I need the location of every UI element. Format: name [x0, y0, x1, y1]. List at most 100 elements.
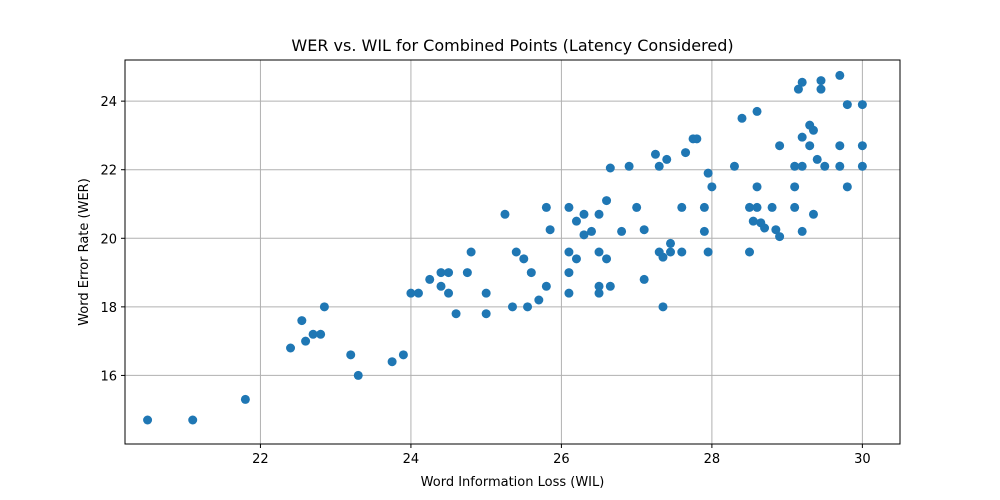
data-point	[143, 415, 153, 425]
data-point	[466, 247, 476, 257]
data-points	[143, 70, 867, 425]
data-point	[790, 202, 800, 212]
data-point	[571, 216, 581, 226]
data-point	[451, 309, 461, 319]
x-tick-label: 26	[553, 452, 570, 467]
data-point	[545, 225, 555, 235]
data-point	[835, 70, 845, 80]
y-tick-label: 16	[100, 369, 117, 384]
data-point	[666, 247, 676, 257]
data-point	[523, 302, 533, 312]
x-tick-label: 22	[252, 452, 269, 467]
data-point	[316, 329, 326, 339]
data-point	[797, 161, 807, 171]
data-point	[812, 154, 822, 164]
data-point	[842, 100, 852, 110]
data-point	[605, 163, 615, 173]
axis-ticks: 22 24 26 28 30 16 18 20 22 24	[100, 95, 870, 467]
data-point	[745, 247, 755, 257]
y-tick-label: 24	[100, 95, 117, 110]
data-point	[737, 113, 747, 123]
data-point	[775, 141, 785, 151]
data-point	[594, 281, 604, 291]
data-point	[564, 268, 574, 278]
data-point	[775, 232, 785, 242]
y-tick-label: 20	[100, 232, 117, 247]
x-tick-label: 30	[854, 452, 871, 467]
data-point	[797, 132, 807, 142]
data-point	[594, 288, 604, 298]
data-point	[500, 209, 510, 219]
data-point	[666, 238, 676, 248]
data-point	[677, 247, 687, 257]
data-point	[481, 309, 491, 319]
data-point	[752, 106, 762, 116]
data-point	[658, 252, 668, 262]
data-point	[541, 281, 551, 291]
data-point	[654, 161, 664, 171]
data-point	[398, 350, 408, 360]
data-point	[297, 316, 307, 326]
data-point	[511, 247, 521, 257]
data-point	[752, 182, 762, 192]
data-point	[587, 226, 597, 236]
data-point	[692, 134, 702, 144]
data-point	[790, 161, 800, 171]
data-point	[816, 84, 826, 94]
x-tick-label: 24	[403, 452, 420, 467]
data-point	[820, 161, 830, 171]
data-point	[605, 281, 615, 291]
x-axis-label: Word Information Loss (WIL)	[421, 475, 605, 490]
y-tick-label: 18	[100, 301, 117, 316]
data-point	[534, 295, 544, 305]
data-point	[752, 202, 762, 212]
data-point	[771, 225, 781, 235]
data-point	[353, 370, 363, 380]
data-point	[748, 216, 758, 226]
data-point	[579, 230, 589, 240]
data-point	[286, 343, 296, 353]
data-point	[816, 76, 826, 86]
data-point	[308, 329, 318, 339]
data-point	[541, 202, 551, 212]
data-point	[857, 161, 867, 171]
data-point	[579, 209, 589, 219]
data-point	[564, 202, 574, 212]
data-point	[703, 168, 713, 178]
data-point	[564, 247, 574, 257]
data-point	[842, 182, 852, 192]
data-point	[835, 161, 845, 171]
data-point	[632, 202, 642, 212]
data-point	[662, 154, 672, 164]
data-point	[564, 288, 574, 298]
data-point	[444, 268, 454, 278]
x-tick-label: 28	[704, 452, 721, 467]
data-point	[729, 161, 739, 171]
data-point	[745, 202, 755, 212]
data-point	[444, 288, 454, 298]
data-point	[508, 302, 517, 312]
data-point	[805, 141, 815, 151]
data-point	[835, 141, 845, 151]
data-point	[677, 202, 687, 212]
data-point	[797, 77, 807, 87]
data-point	[857, 100, 867, 110]
data-point	[639, 225, 649, 235]
data-point	[707, 182, 717, 192]
data-point	[703, 247, 713, 257]
data-point	[808, 209, 818, 219]
data-point	[699, 226, 709, 236]
data-point	[571, 254, 581, 264]
data-point	[624, 161, 634, 171]
y-tick-label: 22	[100, 164, 117, 179]
data-point	[413, 288, 423, 298]
data-point	[602, 254, 612, 264]
data-point	[790, 182, 800, 192]
data-point	[808, 125, 818, 135]
data-point	[857, 141, 867, 151]
data-point	[406, 288, 416, 298]
chart-title: WER vs. WIL for Combined Points (Latency…	[291, 36, 733, 55]
y-axis-label: Word Error Rate (WER)	[77, 178, 92, 326]
data-point	[658, 302, 668, 312]
data-point	[767, 202, 777, 212]
